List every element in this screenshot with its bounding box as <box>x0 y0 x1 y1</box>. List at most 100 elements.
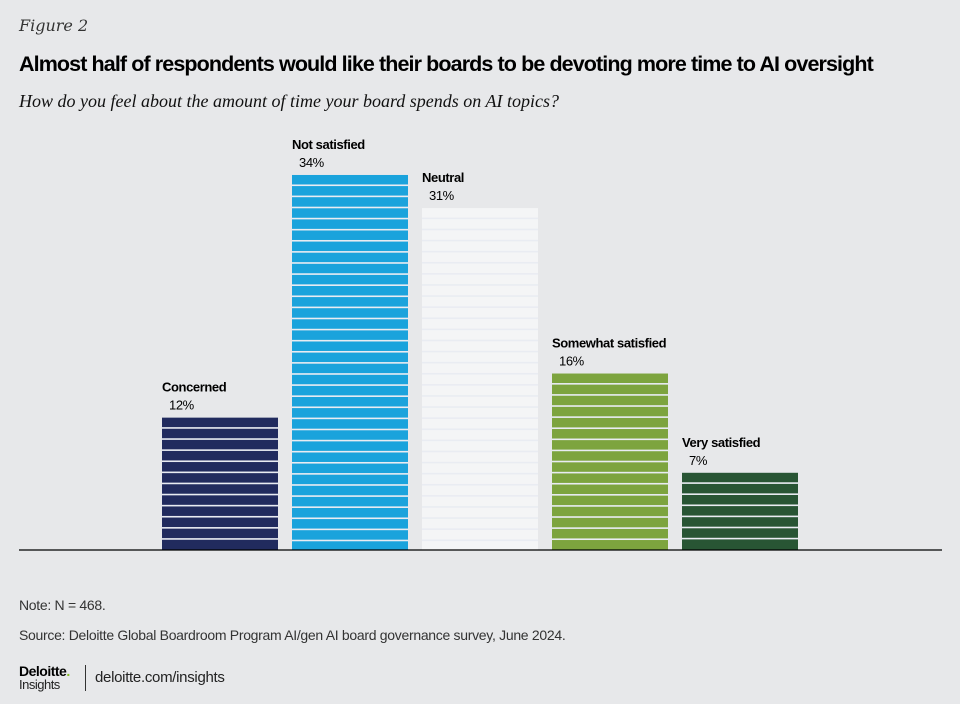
bar-stripe <box>552 405 668 407</box>
bar-stripe <box>422 417 538 419</box>
bar-stripe <box>292 284 408 286</box>
bar-stripe <box>422 295 538 297</box>
source-text: Source: Deloitte Global Boardroom Progra… <box>19 627 566 643</box>
bar-stripe <box>422 317 538 320</box>
value-label: 7% <box>689 453 708 468</box>
bar-stripe <box>552 416 668 418</box>
bar-fill <box>422 208 538 550</box>
deloitte-insights-logo: Deloitte. Insights <box>19 664 70 692</box>
bar-stripe <box>162 449 278 451</box>
bar-stripe <box>422 306 538 308</box>
bar-somewhat-satisfied: Somewhat satisfied 16% <box>552 336 668 550</box>
bar-stripe <box>422 228 538 231</box>
bar-stripe <box>552 482 668 485</box>
bar-stripe <box>422 261 538 264</box>
bar-stripe <box>292 384 408 386</box>
bar-stripe <box>422 539 538 542</box>
bar-stripe <box>552 538 668 541</box>
bar-stripe <box>422 506 538 508</box>
bar-stripe <box>552 494 668 496</box>
bar-stripe <box>552 438 668 441</box>
bar-stripe <box>292 473 408 475</box>
bar-concerned: Concerned 12% <box>162 380 278 550</box>
value-label: 31% <box>429 188 455 203</box>
bar-stripe <box>292 295 408 298</box>
bar-stripe <box>552 505 668 507</box>
bar-stripe <box>422 428 538 431</box>
bar-stripe <box>552 471 668 474</box>
bar-stripe <box>422 284 538 286</box>
logo-insights: Insights <box>19 677 60 692</box>
website-link[interactable]: deloitte.com/insights <box>95 669 225 686</box>
bar-stripe <box>162 471 278 474</box>
bar-stripe <box>682 515 798 518</box>
bar-stripe <box>682 526 798 529</box>
bar-stripe <box>682 537 798 540</box>
bar-stripe <box>292 362 408 364</box>
bar-stripe <box>292 262 408 264</box>
bar-stripe <box>422 439 538 442</box>
bar-stripe <box>422 361 538 364</box>
bar-stripe <box>682 504 798 507</box>
bar-stripe <box>292 461 408 464</box>
logo-dot: . <box>66 663 70 679</box>
bar-stripe <box>292 450 408 453</box>
bar-stripe <box>292 484 408 486</box>
bar-stripe <box>422 339 538 342</box>
bar-stripe <box>292 528 408 531</box>
bar-stripe <box>292 439 408 442</box>
bar-stripe <box>292 184 408 187</box>
bar-stripe <box>422 372 538 375</box>
value-label: 16% <box>559 354 585 369</box>
bar-stripe <box>162 515 278 518</box>
bar-not-satisfied: Not satisfied 34% <box>292 137 408 551</box>
bar-stripe <box>422 406 538 408</box>
bar-stripe <box>162 527 278 529</box>
bar-stripe <box>162 482 278 485</box>
chart-title: Almost half of respondents would like th… <box>19 52 874 76</box>
bar-stripe <box>292 306 408 309</box>
note-text: Note: N = 468. <box>19 597 106 613</box>
category-label: Concerned <box>162 380 227 395</box>
bar-stripe <box>162 438 278 440</box>
bar-stripe <box>552 527 668 529</box>
bar-stripe <box>422 239 538 242</box>
bar-stripe <box>162 460 278 463</box>
value-label: 12% <box>169 398 195 413</box>
bar-stripe <box>292 350 408 353</box>
bar-stripe <box>422 483 538 486</box>
bar-stripe <box>422 273 538 275</box>
bar-stripe <box>292 395 408 397</box>
bar-stripe <box>292 517 408 520</box>
bar-stripe <box>422 495 538 497</box>
bar-stripe <box>292 251 408 253</box>
bar-stripe <box>552 427 668 430</box>
bar-stripe <box>292 417 408 420</box>
bar-stripe <box>422 384 538 386</box>
bar-stripe <box>292 206 408 209</box>
bar-stripe <box>292 495 408 497</box>
bar-stripe <box>292 406 408 409</box>
bar-stripe <box>292 228 408 231</box>
bar-stripe <box>292 317 408 320</box>
bar-stripe <box>682 493 798 495</box>
bar-stripe <box>422 217 538 220</box>
bar-stripe <box>292 328 408 331</box>
bar-stripe <box>552 383 668 385</box>
bar-stripe <box>292 506 408 508</box>
bar-stripe <box>682 482 798 484</box>
bar-neutral: Neutral 31% <box>422 170 538 550</box>
bar-stripe <box>292 217 408 220</box>
category-label: Neutral <box>422 170 464 185</box>
bar-stripe <box>292 273 408 275</box>
category-label: Not satisfied <box>292 137 365 152</box>
logo-deloitte: Deloitte <box>19 663 67 679</box>
bar-stripe <box>422 450 538 453</box>
bar-stripe <box>162 538 278 540</box>
bar-stripe <box>422 528 538 530</box>
bar-stripe <box>422 350 538 353</box>
bar-stripe <box>292 339 408 342</box>
bar-stripe <box>292 428 408 431</box>
bar-stripe <box>162 427 278 429</box>
